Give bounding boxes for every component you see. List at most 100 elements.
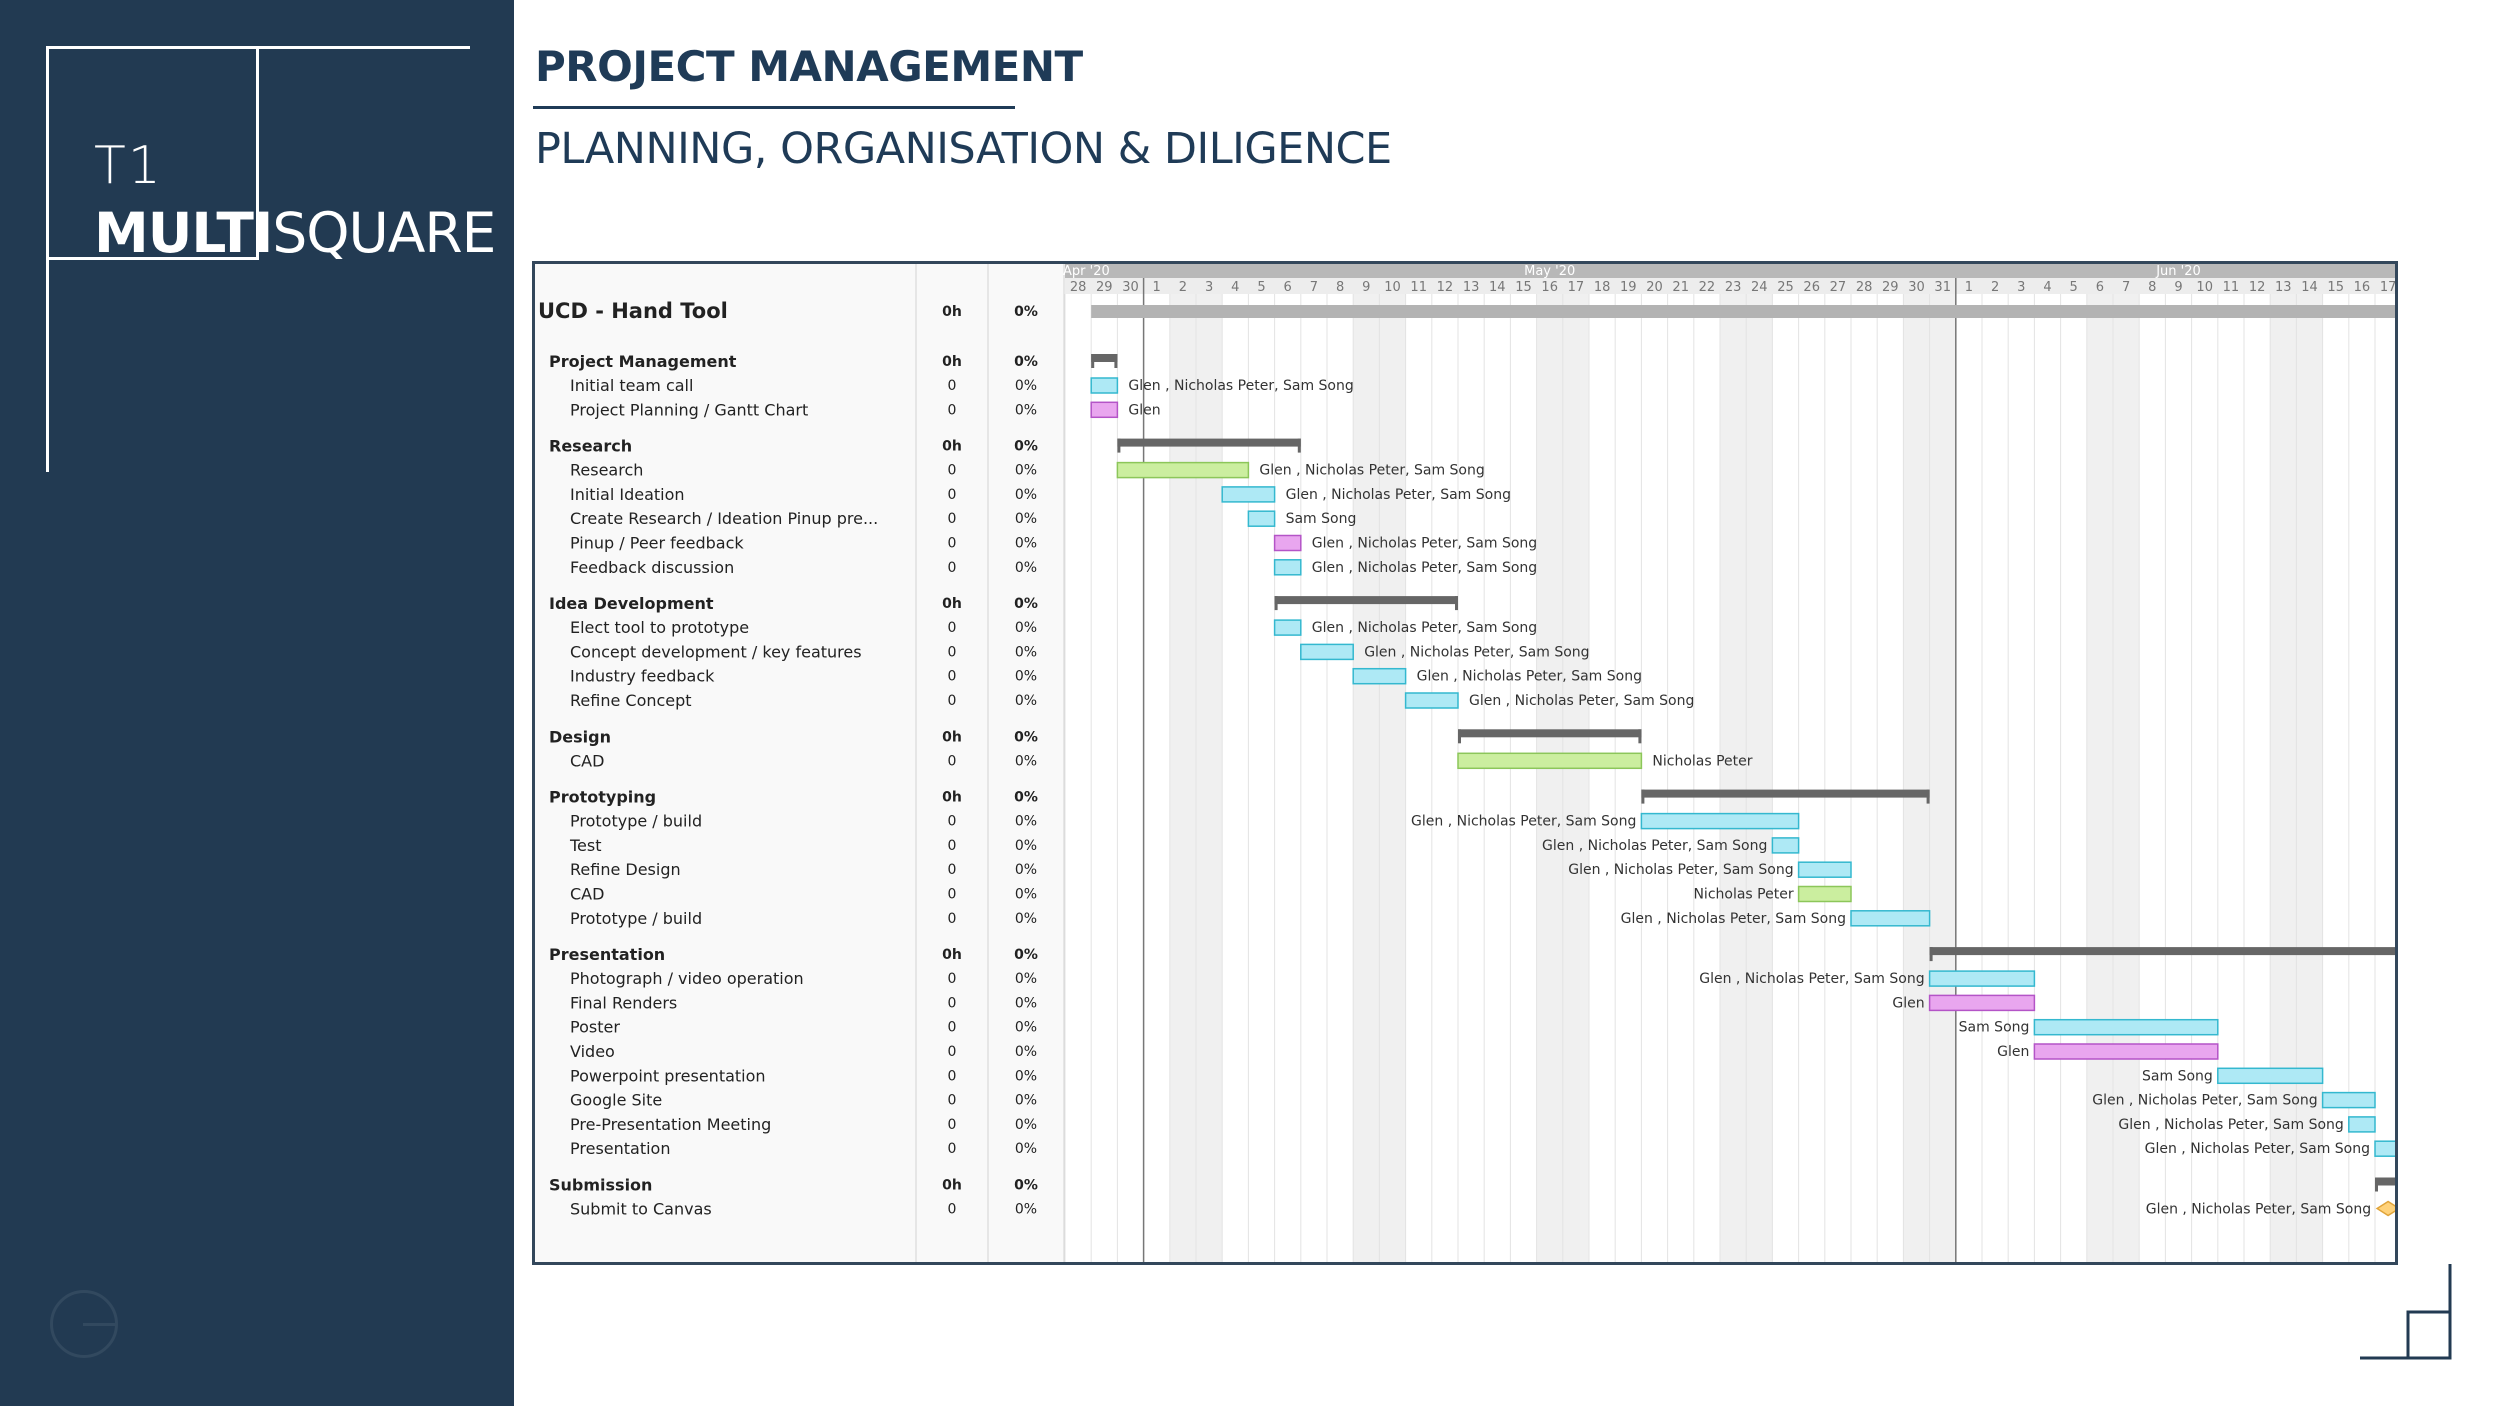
percent-complete: 0% — [1015, 1141, 1037, 1157]
group-bar-start-cap — [1091, 354, 1095, 368]
day-label: 26 — [1803, 280, 1820, 295]
task-resource-label: Glen , Nicholas Peter, Sam Song — [1411, 814, 1636, 830]
work-value: 0 — [948, 463, 957, 479]
day-label: 7 — [1310, 280, 1318, 295]
percent-complete: 0% — [1014, 354, 1038, 370]
task-resource-label: Glen , Nicholas Peter, Sam Song — [1312, 536, 1537, 552]
percent-complete: 0% — [1015, 1020, 1037, 1036]
group-bar-end-cap — [1297, 438, 1301, 453]
day-label: 2 — [1991, 280, 1999, 295]
percent-complete: 0% — [1015, 862, 1037, 878]
work-value: 0h — [942, 304, 962, 320]
percent-complete: 0% — [1015, 487, 1037, 503]
task-name: CAD — [570, 751, 604, 770]
gantt-chart: Apr '20 May '20 Jun '20 28 29 30 1 2 3 4 5 6 7 8 9 10 11… — [532, 261, 2398, 1265]
group-summary-bar — [2375, 1177, 2395, 1186]
weekend-shade — [1169, 294, 1196, 1262]
group-summary-bar — [1117, 438, 1301, 447]
group-name: Presentation — [549, 945, 665, 964]
day-label: 11 — [2223, 280, 2240, 295]
percent-complete: 0% — [1015, 1044, 1037, 1060]
work-value: 0 — [948, 862, 957, 878]
task-resource-label: Glen , Nicholas Peter, Sam Song — [1364, 644, 1589, 660]
day-label: 2 — [1179, 280, 1187, 295]
task-name: Pre-Presentation Meeting — [570, 1115, 771, 1134]
group-bar-end-cap — [1455, 596, 1458, 611]
work-value: 0 — [948, 487, 957, 503]
day-label: 31 — [1934, 280, 1951, 295]
percent-complete: 0% — [1015, 463, 1037, 479]
group-name: Idea Development — [549, 594, 714, 613]
work-value: 0 — [948, 1044, 957, 1060]
percent-complete: 0% — [1015, 560, 1037, 576]
day-label: 6 — [1284, 280, 1292, 295]
task-bar — [2217, 1067, 2324, 1085]
group-bar-start-cap — [2375, 1177, 2378, 1192]
work-value: 0 — [948, 887, 957, 903]
percent-complete: 0% — [1014, 304, 1038, 320]
day-label: 16 — [1541, 280, 1558, 295]
page-title: PROJECT MANAGEMENT — [535, 42, 1083, 91]
group-name: Design — [549, 727, 611, 746]
task-resource-label: Glen , Nicholas Peter, Sam Song — [1417, 669, 1642, 685]
work-value: 0 — [948, 911, 957, 927]
task-name: Refine Concept — [570, 691, 692, 710]
task-bar — [1273, 559, 1302, 576]
task-table-bg — [535, 264, 1065, 1262]
percent-complete: 0% — [1015, 995, 1037, 1011]
percent-complete: 0% — [1015, 911, 1037, 927]
task-bar — [1352, 667, 1407, 685]
day-label: 1 — [1153, 280, 1161, 295]
task-bar — [2033, 1018, 2219, 1036]
percent-complete: 0% — [1015, 1117, 1037, 1133]
day-label: 5 — [2070, 280, 2078, 295]
task-resource-label: Glen , Nicholas Peter, Sam Song — [1621, 911, 1846, 927]
weekend-shade — [1379, 294, 1406, 1262]
day-label: 9 — [2174, 280, 2182, 295]
weekend-shade — [2270, 294, 2297, 1262]
percent-complete: 0% — [1015, 1093, 1037, 1109]
group-bar-start-cap — [1274, 596, 1278, 611]
percent-complete: 0% — [1015, 693, 1037, 709]
work-value: 0 — [948, 838, 957, 854]
task-bar — [2033, 1043, 2219, 1060]
group-bar-start-cap — [1641, 789, 1645, 804]
day-label: 14 — [2301, 280, 2318, 295]
task-bar — [2348, 1116, 2376, 1133]
task-resource-label: Glen , Nicholas Peter, Sam Song — [1542, 838, 1767, 854]
work-value: 0 — [948, 620, 957, 636]
task-name: Concept development / key features — [570, 642, 862, 661]
task-resource-label: Glen — [1128, 402, 1160, 418]
task-resource-label: Glen , Nicholas Peter, Sam Song — [2118, 1117, 2343, 1133]
day-label: 27 — [1830, 280, 1847, 295]
work-value: 0h — [942, 947, 962, 963]
task-name: Research — [570, 461, 643, 480]
day-label: 29 — [1096, 280, 1113, 295]
percent-complete: 0% — [1015, 620, 1037, 636]
group-summary-bar — [1458, 729, 1642, 738]
task-name: Project Planning / Gantt Chart — [570, 400, 808, 419]
task-resource-label: Glen , Nicholas Peter, Sam Song — [2092, 1093, 2317, 1109]
percent-complete: 0% — [1015, 887, 1037, 903]
task-bar — [1273, 534, 1302, 552]
frame-line-mid — [46, 257, 259, 260]
day-label: 4 — [2043, 280, 2051, 295]
project-summary-bar — [1091, 305, 2395, 318]
work-value: 0 — [948, 1202, 957, 1218]
milestone-marker — [2375, 1200, 2395, 1217]
work-value: 0 — [948, 402, 957, 418]
group-summary-bar — [1274, 596, 1458, 605]
task-name: CAD — [570, 885, 604, 904]
day-label: 28 — [1070, 280, 1087, 295]
day-label: 5 — [1257, 280, 1265, 295]
day-label: 8 — [1336, 280, 1344, 295]
day-label: 16 — [2354, 280, 2371, 295]
work-value: 0 — [948, 378, 957, 394]
day-label: 23 — [1725, 280, 1742, 295]
percent-complete: 0% — [1014, 729, 1038, 745]
group-bar-start-cap — [1458, 729, 1461, 744]
percent-complete: 0% — [1014, 790, 1038, 806]
percent-complete: 0% — [1015, 1068, 1037, 1084]
work-value: 0h — [942, 354, 962, 370]
